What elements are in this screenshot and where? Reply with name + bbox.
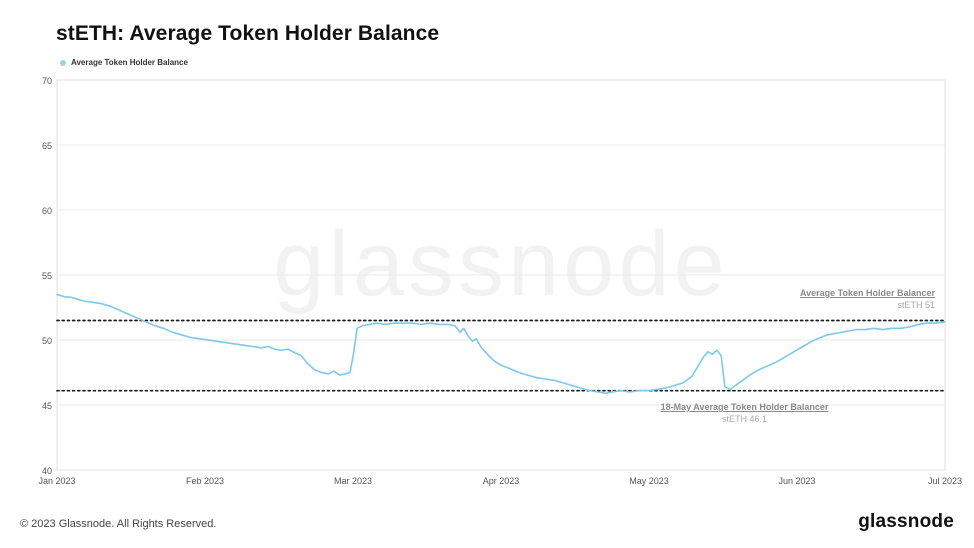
annotation-18-may-balance-label: 18-May Average Token Holder Balancer	[660, 402, 829, 412]
annotation-18-may-balance-value: stETH 46.1	[721, 414, 768, 424]
annotation-18-may-balance: 18-May Average Token Holder Balancer stE…	[652, 402, 837, 425]
y-axis-label-70: 70	[41, 76, 52, 86]
y-axis-label-65: 65	[41, 141, 52, 151]
y-axis-label-40: 40	[41, 466, 52, 476]
x-axis-label-jul-2023: Jul 2023	[927, 476, 963, 486]
page-title: stETH: Average Token Holder Balance	[56, 22, 440, 45]
x-axis-label-feb-2023: Feb 2023	[185, 476, 225, 486]
y-axis-label-45: 45	[41, 401, 52, 411]
y-axis-label-55: 55	[41, 271, 52, 281]
x-axis-label-mar-2023: Mar 2023	[333, 476, 373, 486]
plot-border	[56, 79, 946, 471]
legend-series-dot	[60, 59, 66, 66]
x-axis-label-jan-2023: Jan 2023	[38, 476, 76, 486]
legend-item-average-token-holder-balance[interactable]: Average Token Holder Balance	[60, 58, 188, 67]
series-line-average-token-holder-balance	[56, 293, 946, 395]
annotation-current-balance: Average Token Holder Balancer stETH 51	[800, 288, 935, 311]
x-axis-label-may-2023: May 2023	[629, 476, 669, 486]
legend-series-label: Average Token Holder Balance	[71, 58, 188, 67]
glassnode-logo: glassnode	[858, 511, 954, 532]
y-axis-label-60: 60	[41, 206, 52, 216]
annotation-current-balance-label: Average Token Holder Balancer	[799, 288, 935, 298]
annotation-current-balance-value: stETH 51	[897, 300, 935, 310]
x-axis-label-apr-2023: Apr 2023	[482, 476, 520, 486]
x-axis-label-jun-2023: Jun 2023	[778, 476, 816, 486]
y-axis-label-50: 50	[41, 336, 52, 346]
copyright-text: © 2023 Glassnode. All Rights Reserved.	[20, 518, 217, 530]
